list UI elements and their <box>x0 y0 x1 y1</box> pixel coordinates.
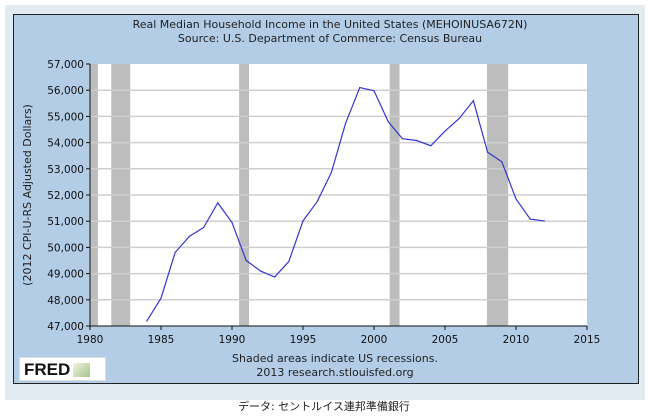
y-tick-label: 50,000 <box>47 242 84 254</box>
x-tick-label: 1995 <box>290 334 317 346</box>
data-point <box>430 145 432 147</box>
data-point <box>472 100 474 102</box>
x-tick-label: 1985 <box>148 334 175 346</box>
x-tick-label: 2005 <box>432 334 459 346</box>
y-tick-label: 57,000 <box>47 59 84 71</box>
line-chart: Real Median Household Income in the Unit… <box>21 18 601 379</box>
x-tick-label: 1980 <box>77 334 104 346</box>
data-point <box>188 235 190 237</box>
data-point <box>387 121 389 123</box>
data-point <box>529 218 531 220</box>
y-tick-label: 56,000 <box>47 85 84 97</box>
y-tick-label: 49,000 <box>47 269 84 281</box>
chart-title: Real Median Household Income in the Unit… <box>133 18 528 31</box>
y-tick-label: 54,000 <box>47 138 84 150</box>
x-tick-label: 2000 <box>361 334 388 346</box>
data-point <box>458 117 460 120</box>
data-point <box>203 226 205 229</box>
chart-icon <box>73 363 91 377</box>
x-tick-label: 2015 <box>574 334 601 346</box>
data-point <box>231 221 233 224</box>
data-point <box>401 138 403 140</box>
data-point <box>501 161 503 163</box>
x-tick-label: 2010 <box>503 334 530 346</box>
y-tick-label: 53,000 <box>47 164 84 176</box>
data-point <box>330 171 332 174</box>
data-point <box>146 320 148 322</box>
data-point <box>174 251 176 253</box>
data-point <box>487 151 489 153</box>
data-point <box>543 220 546 222</box>
x-tick-label: 1990 <box>219 334 246 346</box>
credit-text: 2013 research.stlouisfed.org <box>256 366 413 379</box>
fred-logo-text: FRED <box>24 360 71 379</box>
y-tick-label: 52,000 <box>47 190 84 202</box>
data-point <box>259 270 261 272</box>
chart-subtitle: Source: U.S. Department of Commerce: Cen… <box>178 32 482 45</box>
data-point <box>302 220 304 222</box>
data-point <box>416 139 418 142</box>
y-tick-label: 51,000 <box>47 216 84 228</box>
data-point <box>316 200 318 203</box>
data-point <box>373 90 375 92</box>
data-source-caption: データ: セントルイス連邦準備銀行 <box>238 400 410 413</box>
y-tick-label: 47,000 <box>47 321 84 333</box>
data-point <box>288 260 290 263</box>
data-point <box>274 276 276 278</box>
data-point <box>160 297 162 299</box>
data-point <box>245 259 247 262</box>
y-axis-label: (2012 CPI-U-RS Adjusted Dollars) <box>21 104 34 286</box>
data-point <box>515 198 517 200</box>
recession-note: Shaded areas indicate US recessions. <box>232 352 438 365</box>
data-point <box>359 86 361 89</box>
y-tick-label: 48,000 <box>47 295 84 307</box>
fred-logo: FRED <box>19 357 106 381</box>
data-point <box>444 130 446 132</box>
data-point <box>217 202 219 204</box>
data-point <box>345 122 347 124</box>
y-tick-label: 55,000 <box>47 111 84 123</box>
